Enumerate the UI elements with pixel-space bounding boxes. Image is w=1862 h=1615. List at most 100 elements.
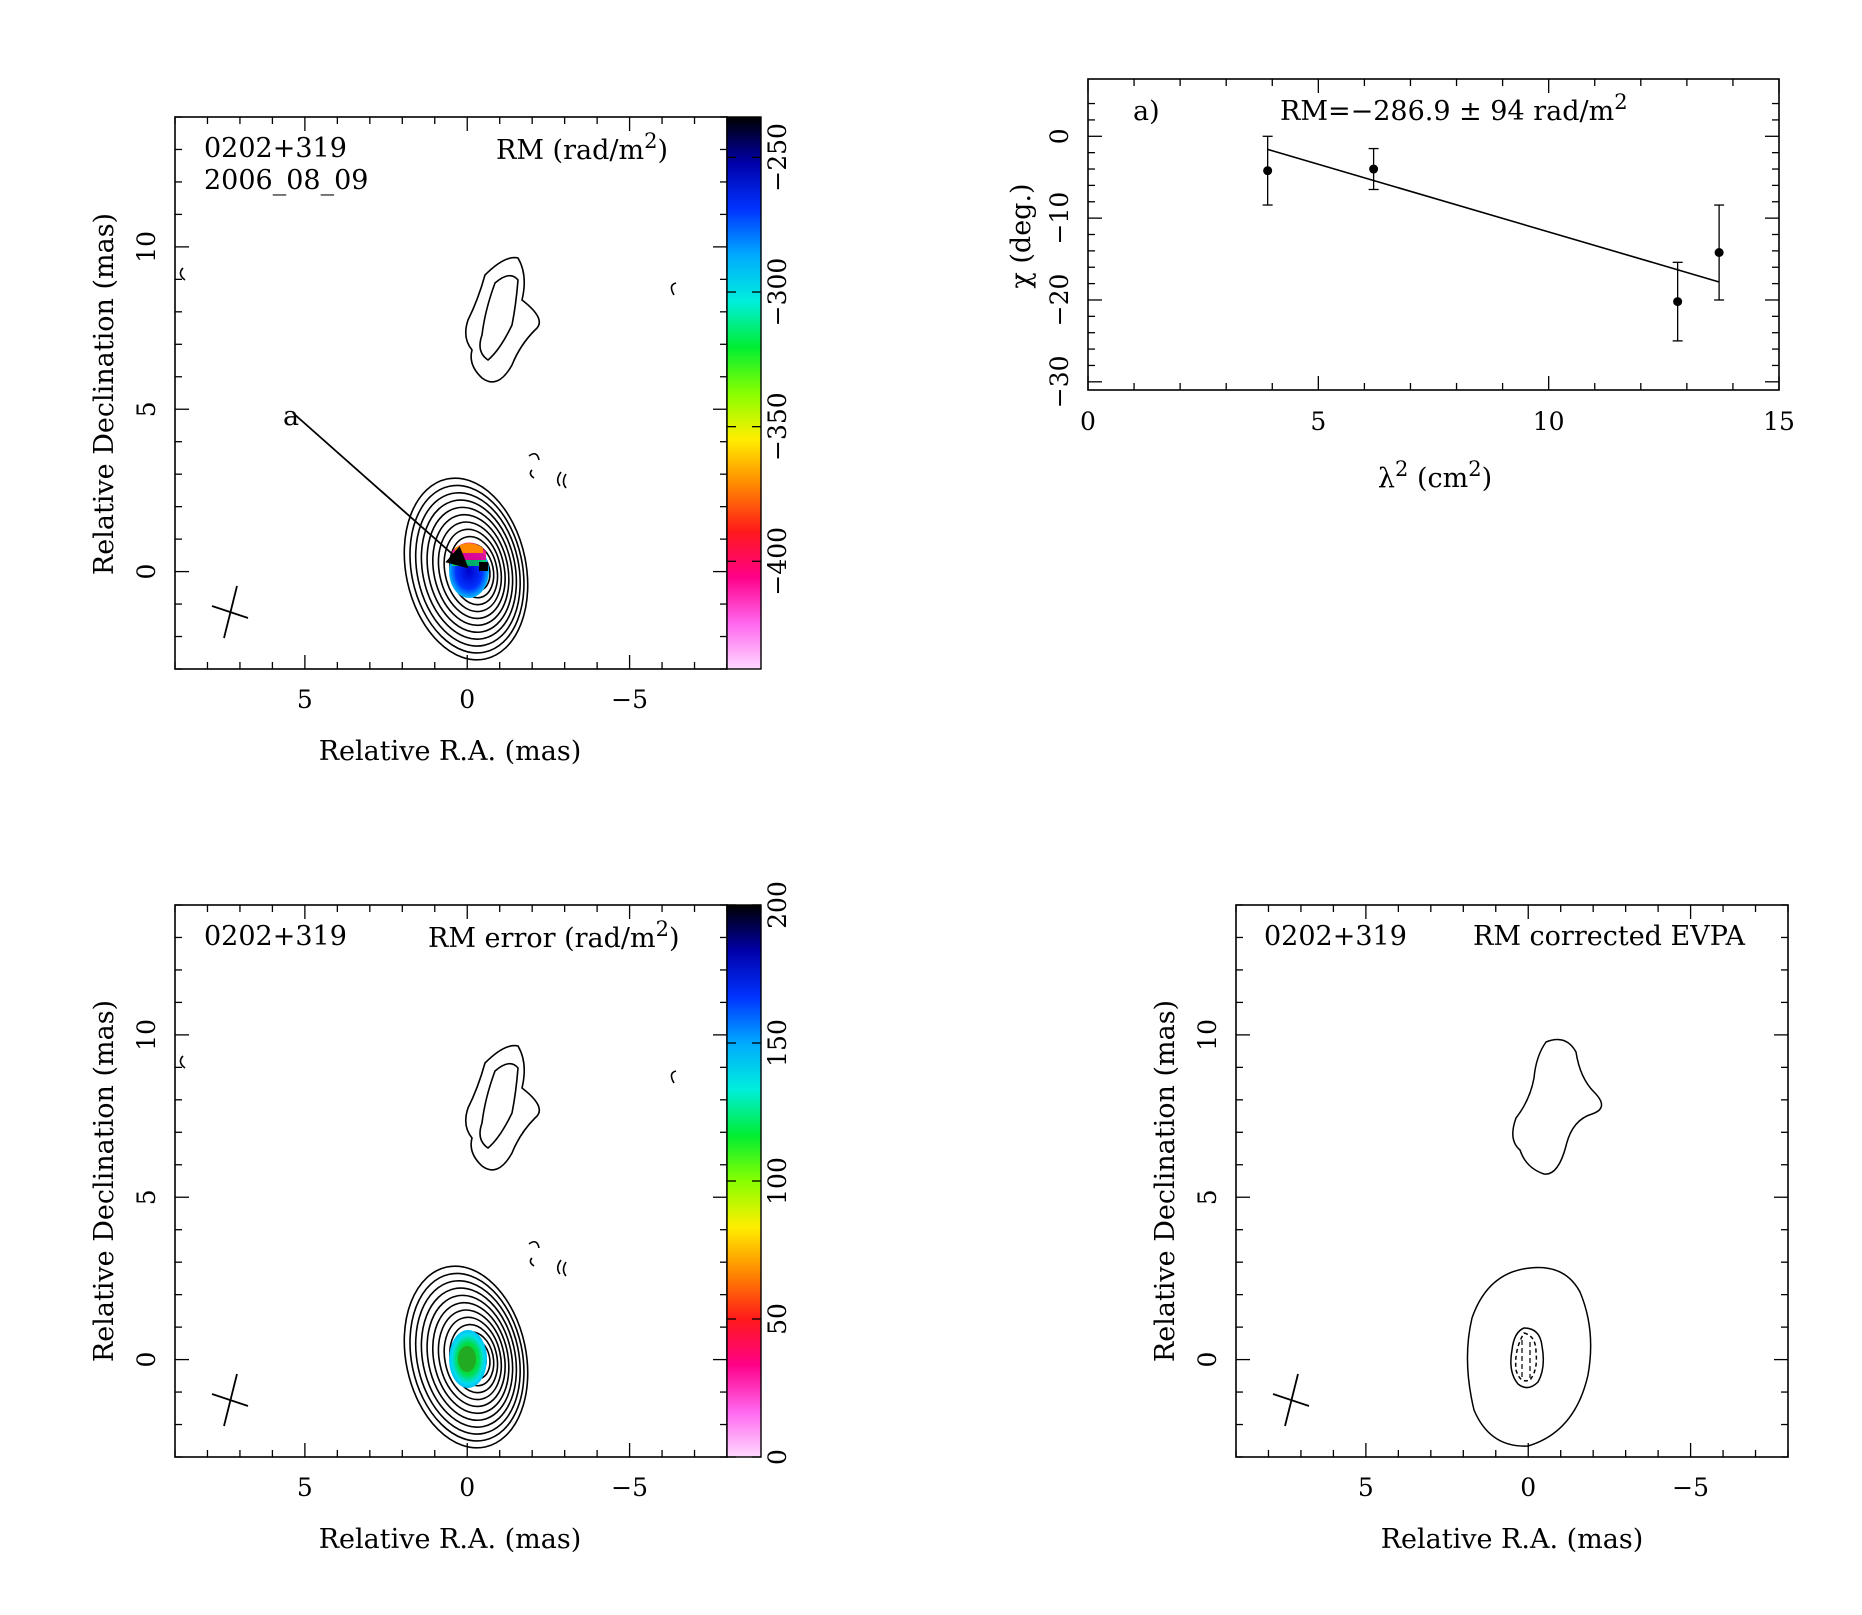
rm-colorbar [726,116,762,670]
jet-contour-outer [464,256,541,383]
rm-error-core-center [458,1346,476,1372]
rm-error-ticks [174,904,728,1458]
core-contour [414,491,521,647]
rm-fit-xlabel: λ2 (cm2) [1378,457,1492,494]
y-tick-label: −30 [1045,355,1074,408]
rm-map-y-tick-labels: 0 5 10 [132,231,161,580]
beam-cross [211,585,249,639]
evpa-source: 0202+319 [1264,921,1407,952]
data-point [1714,248,1724,258]
evpa-y-tick-labels: 0 5 10 [1193,1019,1222,1368]
data-point [1673,297,1683,307]
rm-fit-y-tick-labels: 0 −10 −20 −30 [1045,128,1074,408]
noise-contour [529,1257,535,1267]
rm-map-source: 0202+319 [204,133,347,164]
x-tick-label: 5 [1358,1473,1374,1502]
x-tick-label: 0 [1080,407,1096,436]
colorbar-tick-label: −250 [763,123,792,192]
noise-contour [670,1070,677,1084]
core-contour-inner [1510,1327,1545,1389]
y-tick-label: 0 [1193,1352,1222,1368]
rm-core-dark-pixel [479,562,488,571]
rm-fit-annotation: RM=−286.9 ± 94 rad/m2 [1280,90,1628,127]
rm-fit-ylabel: χ (deg.) [1006,183,1037,288]
core-contour [420,499,518,640]
y-tick-label: 0 [132,564,161,580]
colorbar-tick-label: 50 [763,1303,792,1335]
colorbar-tick-label: 200 [763,881,792,929]
core-contour [431,1301,510,1415]
y-tick-label: 10 [132,231,161,263]
data-point [1263,166,1273,176]
rm-error-xlabel: Relative R.A. (mas) [319,1524,582,1555]
x-tick-label: −5 [1672,1473,1709,1502]
noise-contour [556,471,567,489]
rm-error-colorbar-ticks: 0 50 100 150 200 [727,881,792,1465]
core-contour [409,1272,525,1442]
core-contour-outer [1466,1266,1592,1447]
core-contours [403,1265,529,1449]
x-tick-label: 5 [297,685,313,714]
rm-fit-x-tick-labels: 0 5 10 15 [1080,407,1795,436]
rm-map-x-tick-labels: 5 0 −5 [297,685,648,714]
x-tick-label: 5 [297,1473,313,1502]
y-tick-label: 0 [132,1352,161,1368]
colorbar-tick-label: −400 [763,527,792,596]
rm-error-ylabel: Relative Declination (mas) [89,1000,120,1362]
arrow-to-core [292,412,469,569]
rm-fit-panel-label: a) [1133,96,1160,127]
noise-contour [179,267,186,281]
core-contour [443,1316,503,1401]
y-tick-label: 10 [132,1019,161,1051]
x-tick-label: 0 [459,685,475,714]
x-tick-label: −5 [611,685,648,714]
x-tick-label: 5 [1310,407,1326,436]
panel-rm-map: a 0202+319 2006_08_09 RM (rad/m2) Relati… [89,116,792,767]
rm-fit-points [1262,135,1725,342]
y-tick-label: 5 [132,401,161,417]
colorbar-tick-label: −350 [763,392,792,461]
core-contour [431,513,510,627]
noise-contour [528,452,540,461]
x-tick-label: 10 [1533,407,1565,436]
rm-error-y-tick-labels: 0 5 10 [132,1019,161,1368]
rm-error-frame [174,904,728,1458]
core-contour [437,1309,506,1408]
core-contour [443,528,503,613]
rm-map-ylabel: Relative Declination (mas) [89,213,120,575]
evpa-vectors [1521,1340,1531,1380]
evpa-ticks [1235,904,1789,1458]
rm-fit-line [1267,148,1720,283]
panel-rm-error: 0202+319 RM error (rad/m2) Relative R.A.… [89,881,792,1555]
panel-evpa: 0202+319 RM corrected EVPA Relative R.A.… [1150,904,1789,1555]
y-tick-label: −20 [1045,274,1074,327]
y-tick-label: 5 [132,1189,161,1205]
x-tick-label: 15 [1763,407,1795,436]
core-contour-dashed [1514,1332,1538,1382]
core-contour [409,484,525,654]
rm-core-edge-orange [455,543,483,553]
colorbar-tick-label: 150 [763,1019,792,1067]
colorbar-tick-label: 100 [763,1157,792,1205]
rm-error-title: RM error (rad/m2) [428,917,680,954]
rm-map-ticks [174,116,728,670]
rm-map-frame [174,116,728,670]
x-tick-label: 0 [1520,1473,1536,1502]
arrow-label: a [283,401,299,432]
evpa-frame [1235,904,1789,1458]
core-contour [403,1265,529,1449]
y-tick-label: 5 [1193,1189,1222,1205]
data-point [1369,164,1379,174]
rm-error-x-tick-labels: 5 0 −5 [297,1473,648,1502]
rm-map-epoch: 2006_08_09 [204,165,368,196]
noise-contour [179,1055,186,1069]
beam-cross [211,1373,249,1427]
evpa-xlabel: Relative R.A. (mas) [1381,1524,1644,1555]
rm-fit-ticks [1087,79,1780,390]
colorbar-tick-label: 0 [763,1449,792,1465]
core-contour [426,506,514,634]
rm-error-source: 0202+319 [204,921,347,952]
panel-rm-fit: 0 5 10 15 0 −10 −20 −30 a) RM=−286.9 ± 94 rad/… [1006,78,1795,494]
rm-map-title: RM (rad/m2) [496,129,668,166]
